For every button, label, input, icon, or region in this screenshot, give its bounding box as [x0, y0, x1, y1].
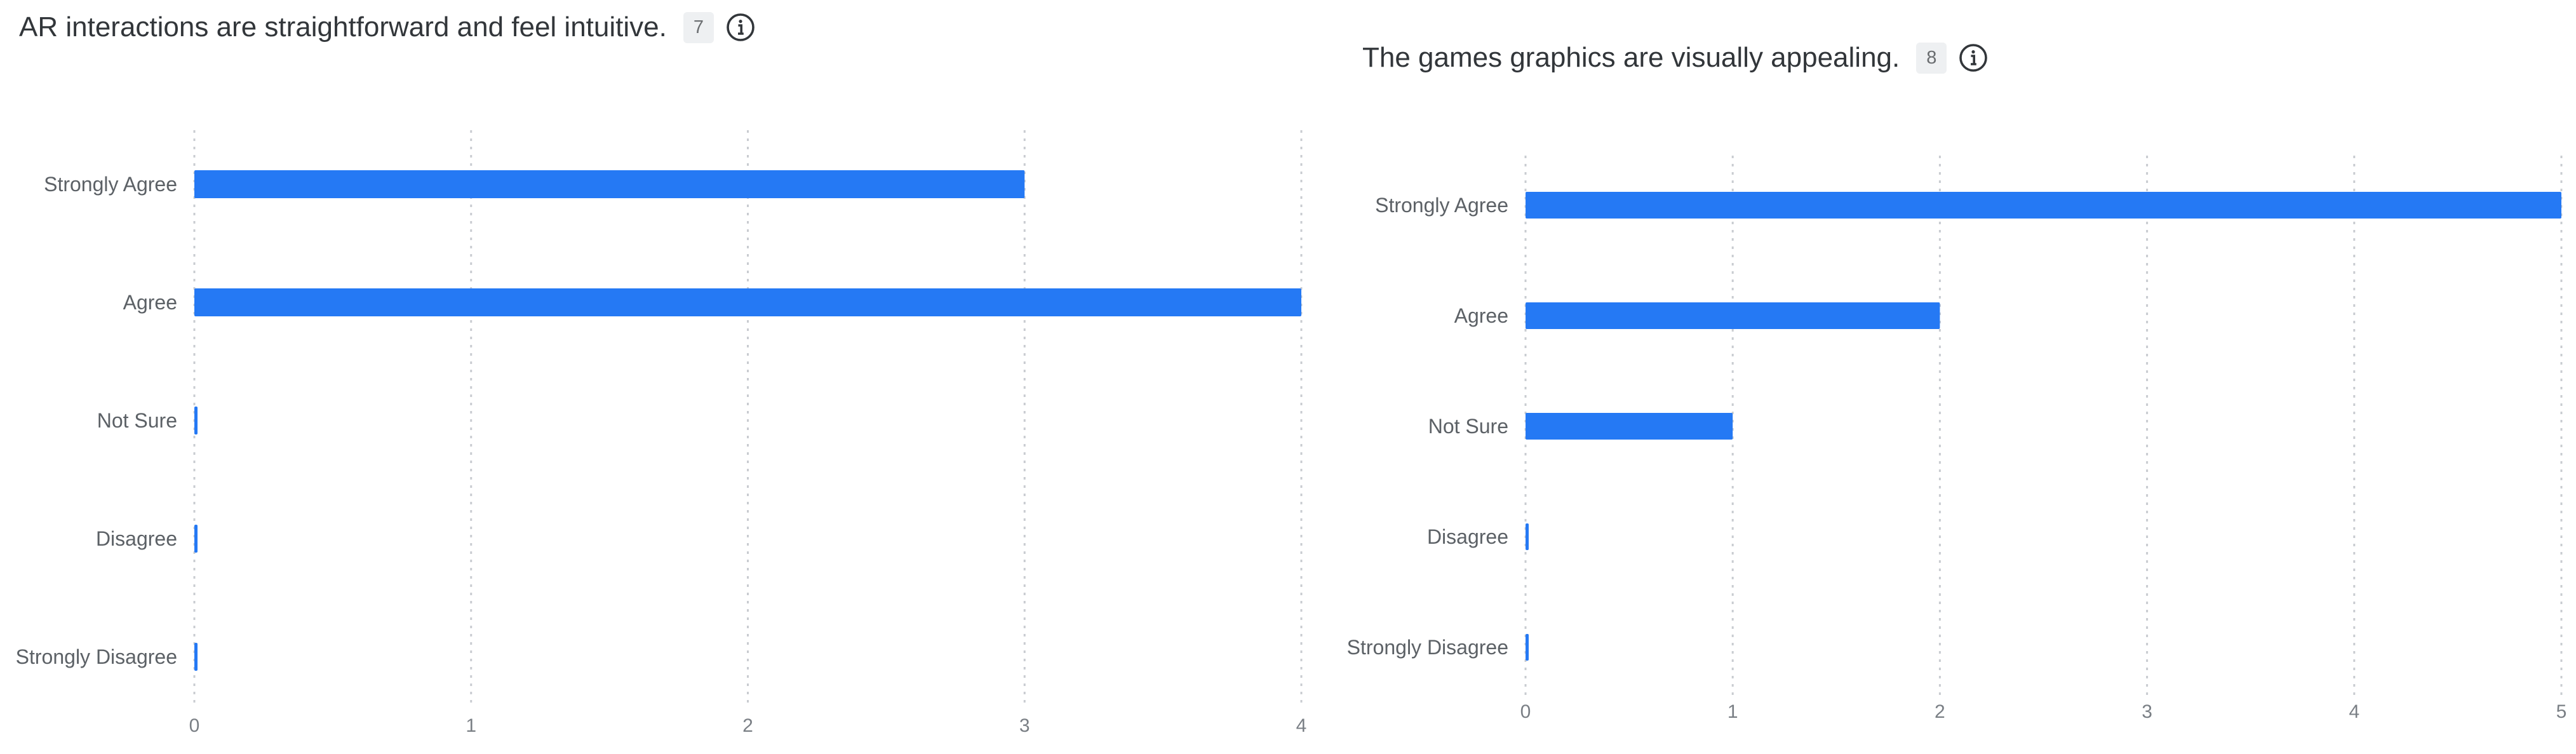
response-count-badge-2: 8: [1916, 42, 1947, 74]
bar[interactable]: [1526, 413, 1733, 440]
chart-panel-2: The games graphics are visually appealin…: [1334, 0, 2576, 754]
x-tick-label: 4: [1296, 715, 1307, 736]
question-header-1: AR interactions are straightforward and …: [19, 11, 756, 43]
bar[interactable]: [1526, 192, 2561, 219]
category-label: Agree: [123, 291, 177, 314]
category-label: Strongly Disagree: [1347, 636, 1508, 659]
category-label: Not Sure: [1428, 415, 1508, 438]
question-title-2: The games graphics are visually appealin…: [1362, 42, 1900, 73]
category-label: Not Sure: [97, 409, 177, 432]
info-circle-icon[interactable]: [725, 12, 756, 43]
category-label: Disagree: [1427, 525, 1508, 548]
x-tick-label: 0: [189, 715, 200, 736]
bar[interactable]: [194, 170, 1025, 198]
bar[interactable]: [194, 525, 198, 553]
bar[interactable]: [194, 643, 198, 671]
x-tick-label: 0: [1520, 701, 1531, 722]
bar[interactable]: [1526, 634, 1529, 661]
x-tick-label: 2: [742, 715, 753, 736]
bar[interactable]: [194, 288, 1301, 316]
question-header-2: The games graphics are visually appealin…: [1362, 42, 1989, 74]
question-title-1: AR interactions are straightforward and …: [19, 11, 667, 43]
x-tick-label: 3: [2142, 701, 2152, 722]
x-tick-label: 5: [2556, 701, 2567, 722]
x-tick-label: 1: [1727, 701, 1738, 722]
x-tick-label: 1: [466, 715, 476, 736]
bar[interactable]: [1526, 523, 1529, 550]
category-label: Strongly Disagree: [16, 645, 177, 668]
category-label: Agree: [1454, 304, 1508, 327]
x-tick-label: 3: [1019, 715, 1030, 736]
bar[interactable]: [1526, 302, 1940, 329]
bar[interactable]: [194, 407, 198, 434]
category-label: Strongly Agree: [1375, 194, 1508, 217]
chart-panel-1: AR interactions are straightforward and …: [16, 11, 1307, 736]
bar-chart-2: 0 1 2 3 4 5 Strongly Agree Agree Not Sure Disagre…: [1347, 156, 2567, 722]
info-circle-icon[interactable]: [1958, 43, 1989, 73]
x-tick-label: 4: [2349, 701, 2359, 722]
response-count-badge-1: 7: [683, 11, 714, 43]
bar-chart-1: 0 1 2 3 4 Strongly Agree Agree Not Sure Disagree…: [16, 130, 1307, 736]
category-label: Strongly Agree: [44, 173, 177, 196]
x-tick-label: 2: [1935, 701, 1945, 722]
category-label: Disagree: [96, 527, 177, 550]
